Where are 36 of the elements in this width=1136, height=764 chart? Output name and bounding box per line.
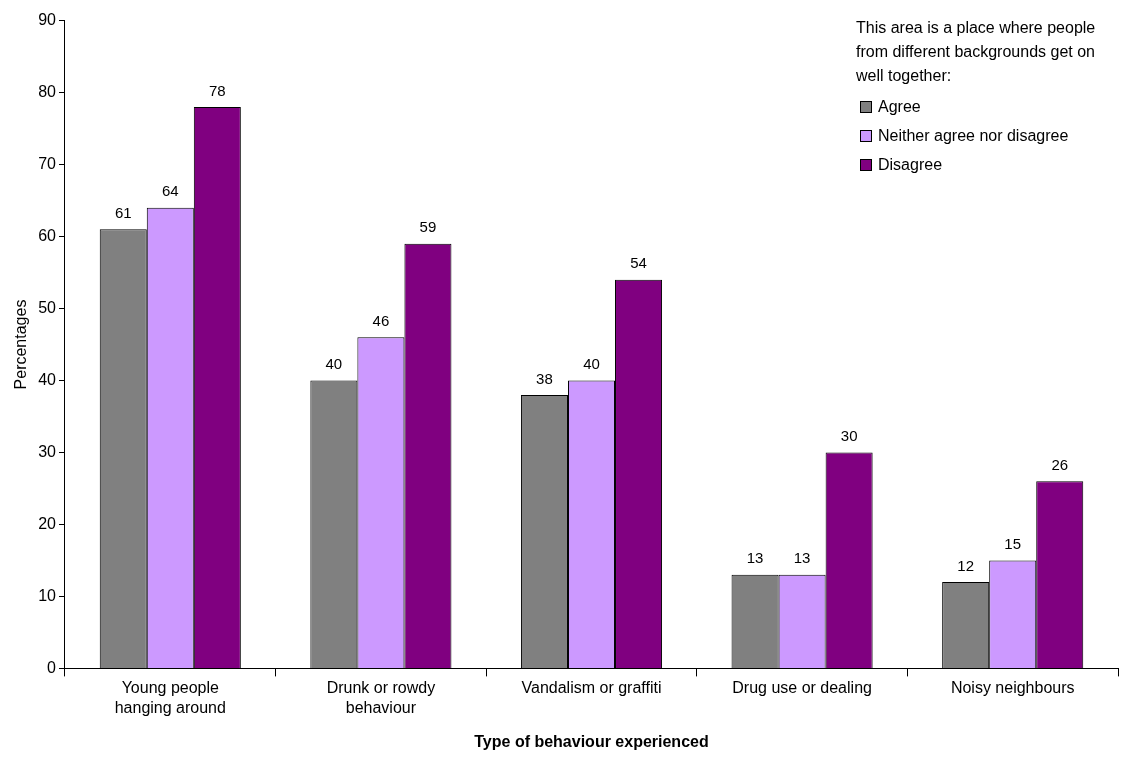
data-label: 54 — [630, 254, 647, 272]
y-tick-label: 20 — [38, 514, 57, 532]
x-tick-label: Drunk or rowdy behaviour — [326, 679, 436, 716]
x-axis-title: Type of behaviour experienced — [474, 732, 709, 750]
legend-label: Agree — [878, 97, 921, 116]
data-label: 38 — [536, 369, 553, 387]
y-tick-label: 10 — [38, 586, 57, 604]
data-label: 30 — [840, 427, 858, 445]
data-label: 15 — [1004, 535, 1022, 553]
y-tick-label: 0 — [47, 658, 57, 676]
data-label: 59 — [419, 218, 437, 236]
data-label: 13 — [793, 549, 811, 567]
y-tick-label: 70 — [38, 154, 57, 172]
data-label: 13 — [746, 549, 764, 567]
data-label: 26 — [1051, 455, 1069, 473]
x-tick-label: Vandalism or graffiti — [521, 679, 662, 697]
data-label: 78 — [208, 81, 226, 99]
y-tick-label: 90 — [38, 11, 57, 29]
data-label: 40 — [325, 355, 343, 373]
data-label: 46 — [372, 311, 390, 329]
x-tick-label: Drug use or dealing — [732, 679, 872, 697]
x-tick-label: Noisy neighbours — [950, 679, 1075, 697]
data-label: 64 — [161, 182, 179, 200]
legend-label: Disagree — [878, 155, 943, 174]
y-tick-label: 40 — [38, 370, 57, 388]
data-label: 12 — [957, 556, 975, 574]
y-axis-title: Percentages — [12, 299, 30, 390]
data-label: 40 — [583, 355, 600, 373]
data-label: 61 — [114, 203, 132, 221]
x-tick-label: Young people hanging around — [114, 679, 226, 716]
y-tick-label: 80 — [38, 82, 57, 100]
legend-label: Neither agree nor disagree — [878, 126, 1069, 145]
y-tick-label: 30 — [38, 442, 57, 460]
y-tick-label: 60 — [38, 226, 57, 244]
y-tick-label: 50 — [38, 298, 57, 316]
legend-title: This area is a place where people from different backgrounds get on well together: — [856, 18, 1097, 86]
